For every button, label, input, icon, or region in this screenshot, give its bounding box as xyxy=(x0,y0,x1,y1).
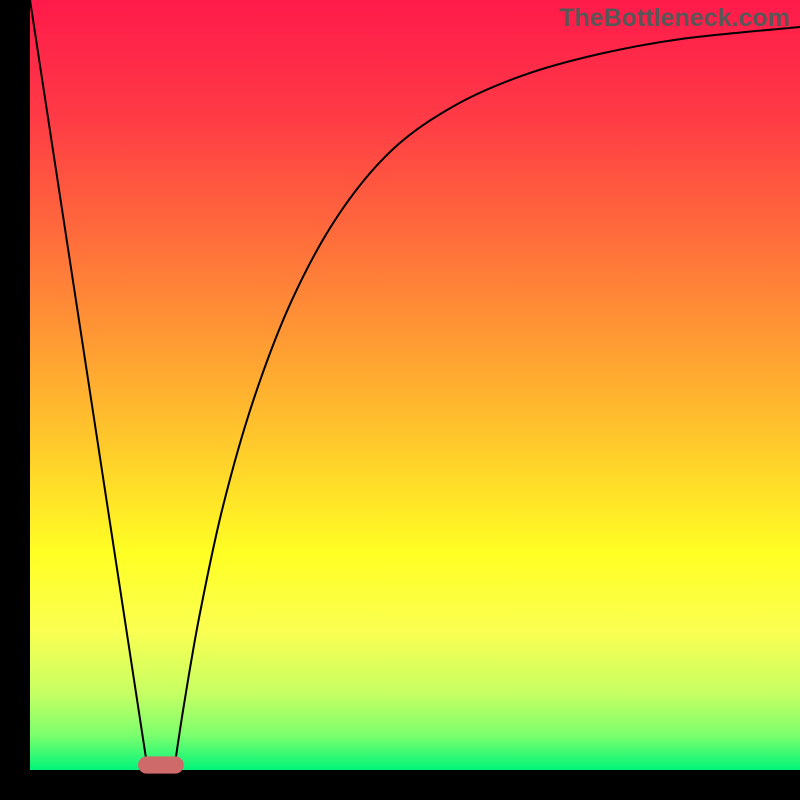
bottleneck-chart: TheBottleneck.com xyxy=(0,0,800,800)
watermark-text: TheBottleneck.com xyxy=(559,4,790,33)
optimum-marker xyxy=(139,757,184,773)
chart-svg xyxy=(0,0,800,800)
chart-plot-background xyxy=(30,0,800,770)
